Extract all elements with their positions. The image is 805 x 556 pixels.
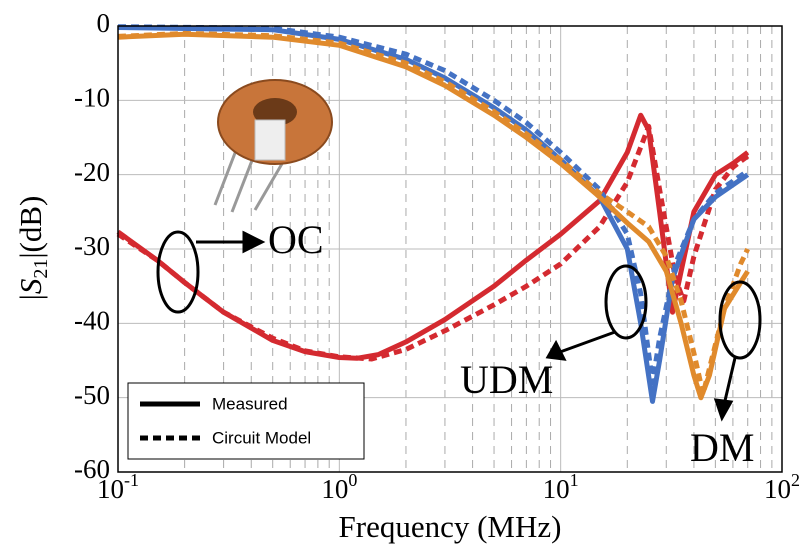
legend-label: Circuit Model: [212, 428, 311, 447]
x-tick-base: 10: [543, 474, 570, 504]
inductor-icon: [213, 79, 333, 213]
x-tick-exponent: 0: [348, 470, 357, 490]
y-tick-label: 0: [97, 8, 111, 38]
x-tick-base: 10: [764, 474, 791, 504]
y-label-part: 21: [30, 259, 52, 279]
x-tick-label: 101: [543, 470, 579, 504]
x-tick-exponent: 1: [570, 470, 579, 490]
x-tick-label: 102: [764, 470, 800, 504]
x-tick-exponent: -1: [124, 470, 139, 490]
model-line: [116, 123, 750, 362]
y-tick-label: -60: [74, 454, 110, 484]
x-tick-exponent: 2: [791, 470, 800, 490]
y-tick-label: -40: [74, 306, 110, 336]
plot-frame: [117, 25, 783, 473]
annotation-shapes: [156, 230, 762, 422]
y-tick-label: -10: [74, 83, 110, 113]
model-line: [117, 24, 750, 386]
y-label-part: |: [13, 294, 48, 300]
x-axis-label: Frequency (MHz): [339, 509, 562, 544]
model-line: [117, 30, 750, 397]
y-tick-label: -20: [74, 157, 110, 187]
annotation: UDM: [460, 357, 553, 402]
legend-label: Measured: [212, 394, 288, 413]
x-tick-label: 100: [321, 470, 357, 504]
x-tick-base: 10: [321, 474, 348, 504]
x-tick-label: 10-1: [97, 470, 139, 504]
y-axis-label: |S21|(dB): [13, 196, 51, 301]
annotation: OC: [268, 217, 324, 262]
measured-line: [117, 31, 750, 401]
y-tick-label: -50: [74, 380, 110, 410]
lines: [116, 24, 750, 404]
x-tick-base: 10: [97, 474, 124, 504]
legend: Measured Circuit Model: [127, 382, 365, 460]
measured-line: [117, 25, 750, 404]
y-label-part: S: [13, 279, 48, 295]
y-tick-label: -30: [74, 231, 110, 261]
y-label-part: |(dB): [13, 196, 48, 259]
annotation: DM: [690, 425, 754, 470]
